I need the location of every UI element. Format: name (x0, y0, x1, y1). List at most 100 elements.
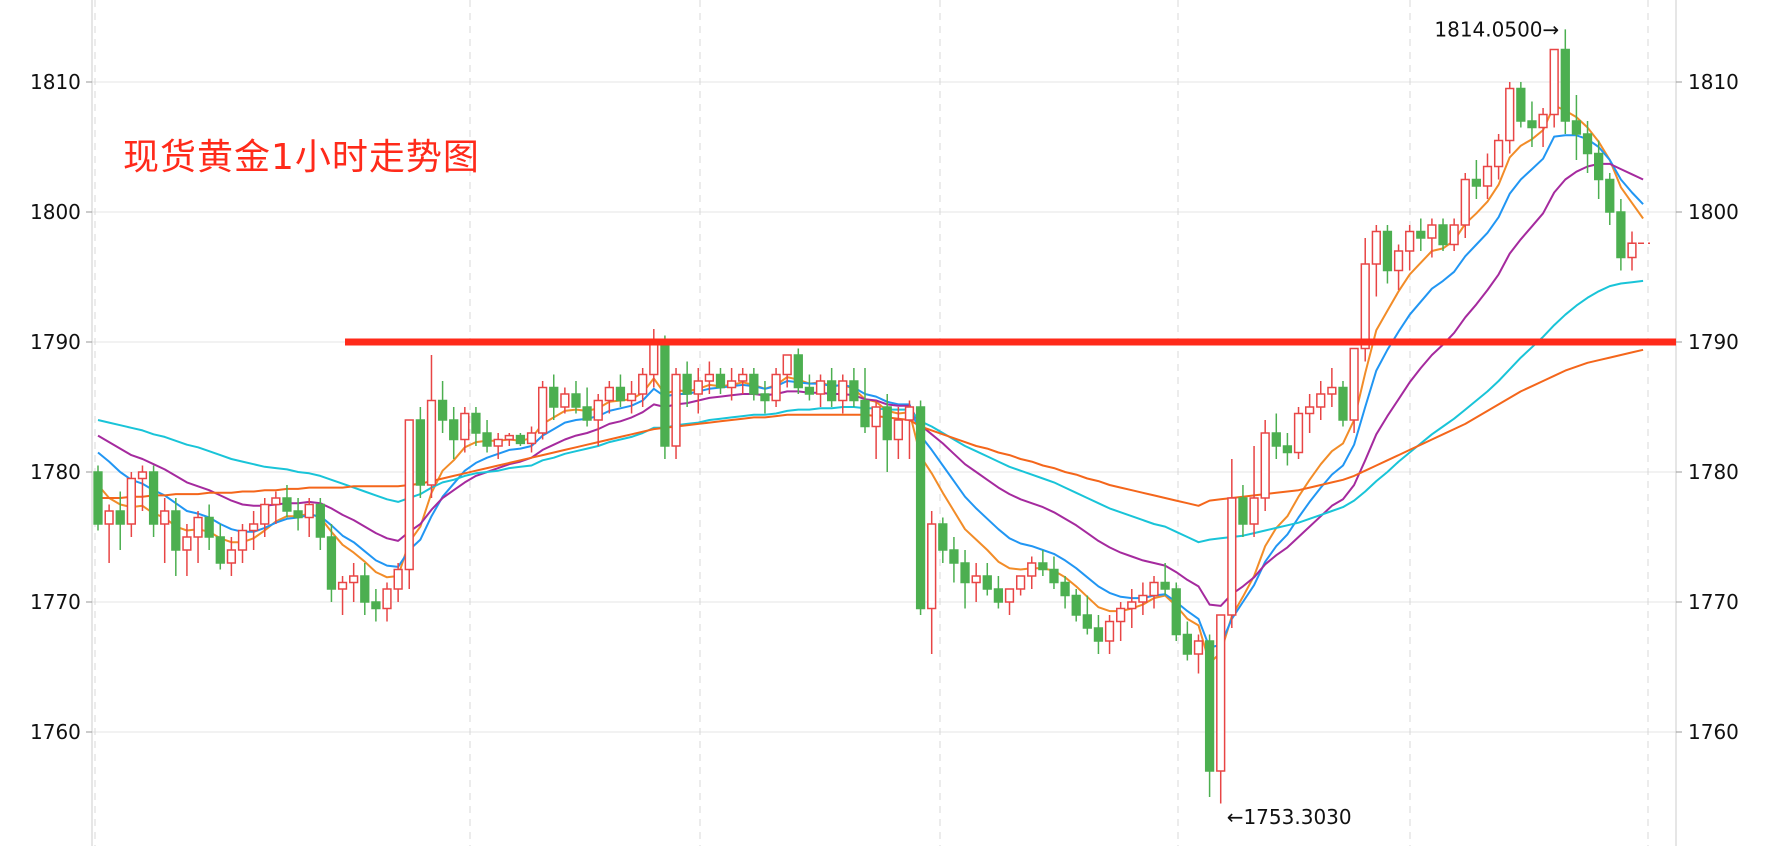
y-axis-left: 1760 1770 1780 1790 1800 1810 (30, 70, 92, 744)
candle (793, 348, 803, 394)
candle-body-down (582, 406, 592, 421)
candle-body-down (415, 419, 426, 486)
candle (137, 465, 148, 511)
candle-body-up (260, 503, 270, 525)
candle-body-up (626, 393, 637, 402)
moving-averages (97, 104, 1644, 665)
candle-body-up (771, 373, 781, 402)
candle-body-down (1182, 633, 1193, 655)
candle (471, 407, 481, 446)
ma-line (97, 134, 1644, 649)
candle-body-down (882, 406, 892, 441)
candle (938, 517, 948, 563)
candle (1371, 225, 1381, 297)
candle (337, 576, 348, 615)
candle-body-up (226, 549, 237, 564)
candle (93, 465, 103, 531)
candle-body-down (1082, 614, 1092, 629)
candle (982, 563, 992, 596)
candle (293, 498, 303, 531)
grid (91, 0, 1677, 846)
candle (1471, 160, 1482, 199)
candle-body-up (815, 380, 826, 395)
candle (1538, 108, 1548, 147)
candle (1204, 634, 1215, 797)
candle (360, 563, 370, 615)
candle (160, 498, 170, 563)
candle-body-down (1160, 581, 1170, 590)
candle (148, 465, 159, 537)
candle-body-up (1371, 230, 1381, 265)
y-tick-label-right: 1800 (1688, 200, 1739, 224)
candle (1049, 556, 1059, 589)
candle-body-up (1027, 562, 1037, 577)
candle-body-up (182, 536, 192, 551)
candle-body-down (1582, 133, 1593, 155)
candle (260, 498, 270, 537)
candle-body-up (1216, 614, 1226, 772)
candles (93, 29, 1637, 804)
candle (1349, 347, 1359, 433)
candle (915, 400, 926, 615)
candle (1571, 95, 1582, 160)
candle-body-up (1405, 230, 1415, 252)
candle (1405, 225, 1415, 271)
candle (1193, 634, 1204, 674)
candle (248, 511, 259, 550)
y-tick-label-right: 1770 (1688, 590, 1739, 614)
candle-body-down (804, 386, 815, 395)
candle (671, 368, 681, 459)
candle (838, 374, 848, 414)
candle-body-up (537, 386, 548, 434)
candle (693, 368, 703, 414)
candle-body-up (1482, 165, 1493, 187)
candle (993, 576, 1004, 609)
candle-body-down (1438, 224, 1448, 246)
candle (382, 582, 392, 622)
candle-body-down (1594, 152, 1604, 181)
candle (1027, 556, 1037, 589)
candle-body-down (827, 380, 837, 402)
candle (437, 381, 448, 433)
candle (1216, 614, 1226, 804)
candle-body-up (1493, 139, 1504, 168)
candle-body-down (1271, 432, 1281, 447)
candle-body-up (248, 523, 259, 532)
candle-body-up (1360, 263, 1370, 350)
y-tick-label-right: 1790 (1688, 330, 1739, 354)
candle (104, 504, 114, 563)
candle (1327, 368, 1337, 407)
candle-body-up (1260, 432, 1270, 499)
candle (1015, 575, 1026, 596)
candle-body-up (1549, 48, 1559, 116)
candle (282, 485, 292, 518)
candle-body-down (960, 562, 970, 584)
candle-body-up (904, 406, 915, 421)
candle-body-down (171, 510, 181, 551)
candle (1282, 433, 1293, 466)
candle-body-down (1516, 87, 1526, 122)
candle (660, 335, 670, 459)
candle (871, 400, 881, 459)
candle-body-up (893, 419, 903, 441)
candle-body-up (304, 503, 314, 519)
candle-body-down (93, 471, 103, 525)
candle-body-up (526, 432, 537, 445)
y-tick-label-left: 1810 (30, 70, 81, 94)
candle-body-down (215, 536, 225, 564)
candle-body-down (371, 601, 381, 610)
candle-body-down (1338, 386, 1348, 421)
candle (371, 589, 381, 622)
candle-body-down (1171, 588, 1181, 636)
candle (649, 329, 659, 388)
chart-title: 现货黄金1小时走势图 (123, 137, 480, 178)
candle (226, 537, 237, 576)
candle (1304, 394, 1315, 433)
candle (1038, 550, 1048, 576)
candle (1082, 595, 1092, 635)
candle (1427, 218, 1437, 258)
candle (1505, 82, 1515, 154)
candle (193, 511, 203, 563)
candle-body-down (515, 434, 526, 445)
candle (1093, 615, 1104, 654)
